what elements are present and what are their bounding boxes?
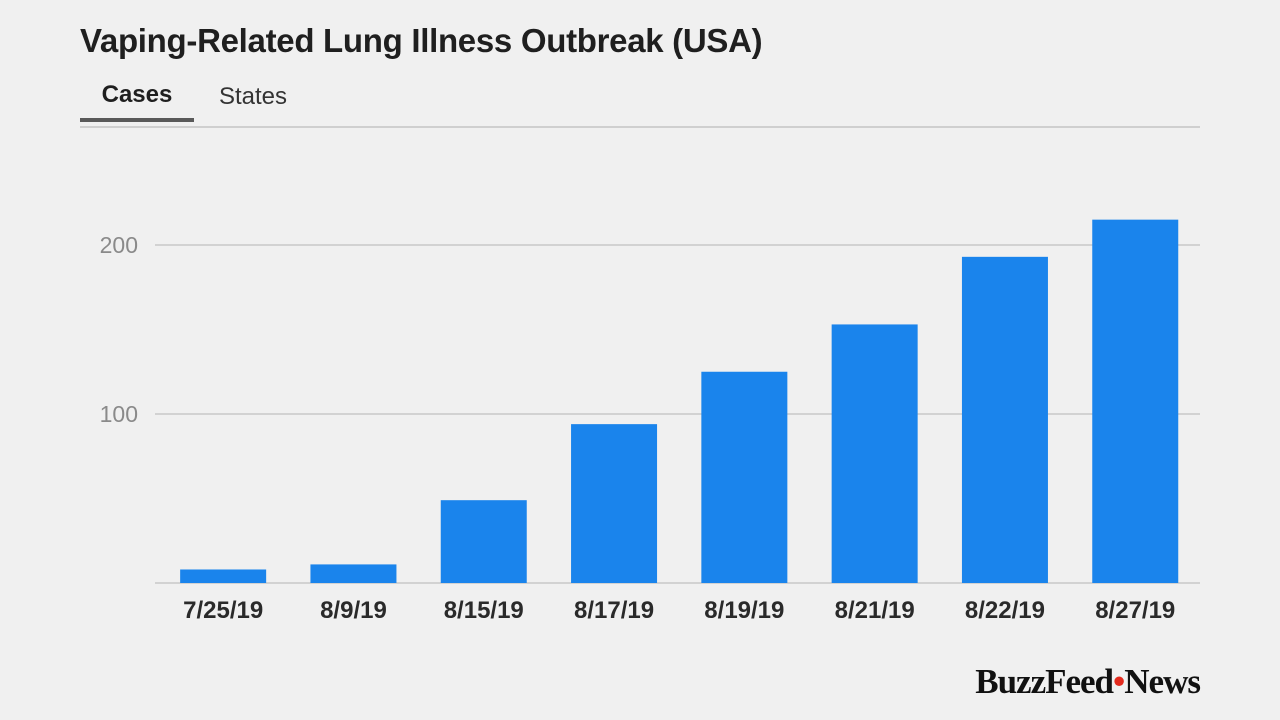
bar [310, 564, 397, 583]
y-tick-label: 100 [100, 401, 138, 427]
bar [571, 424, 658, 583]
y-tick-label: 200 [100, 232, 138, 258]
tab-states[interactable]: States [206, 72, 300, 122]
brand-dot: • [1113, 662, 1125, 701]
bar [440, 500, 527, 583]
chart-title: Vaping-Related Lung Illness Outbreak (US… [80, 22, 763, 59]
bar [831, 324, 918, 583]
brand-name-part2: News [1124, 662, 1201, 701]
x-tick-label: 8/27/19 [1095, 597, 1175, 624]
bar [701, 371, 788, 583]
x-tick-label: 8/17/19 [574, 597, 654, 624]
x-tick-label: 8/9/19 [320, 597, 387, 624]
x-tick-label: 8/22/19 [965, 597, 1045, 624]
tab-cases[interactable]: Cases [80, 72, 194, 122]
x-tick-label: 7/25/19 [183, 597, 263, 624]
buzzfeed-news-logo: BuzzFeed•News [975, 662, 1201, 702]
x-tick-label: 8/15/19 [444, 597, 524, 624]
x-tick-label: 8/21/19 [835, 597, 915, 624]
tab-bar: Cases States [80, 72, 1200, 128]
bar [180, 569, 267, 583]
brand-name-part1: BuzzFeed [975, 662, 1114, 701]
bar [961, 256, 1048, 583]
bar [1092, 219, 1179, 583]
bar-chart: 100 200 7/25/19 8/9/19 8/15/19 8/17/19 8/19/19… [100, 219, 1200, 624]
x-tick-label: 8/19/19 [704, 597, 784, 624]
